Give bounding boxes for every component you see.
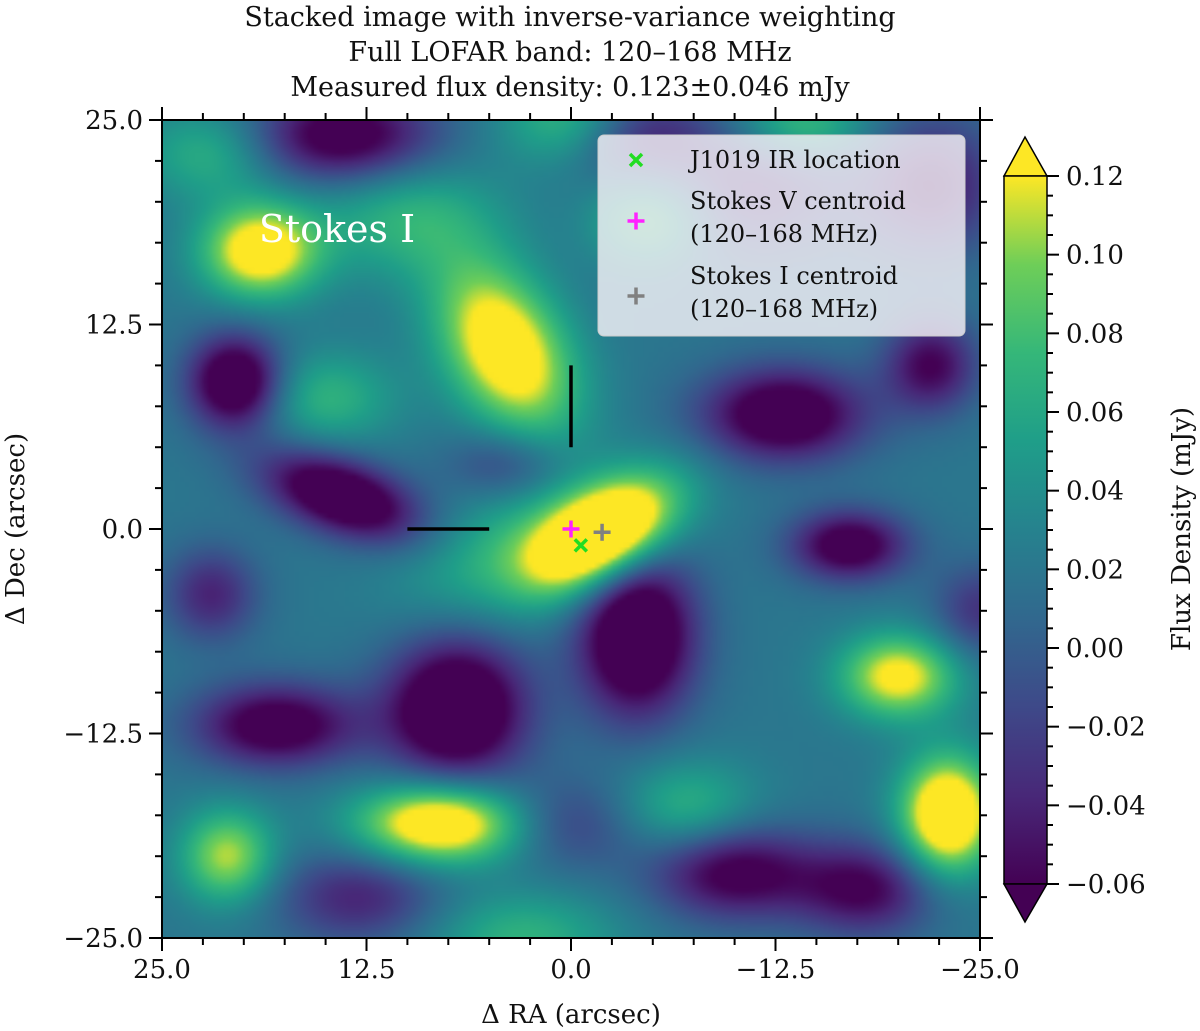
x-tick-label: 0.0: [550, 955, 591, 985]
ir-location-marker: [573, 538, 589, 553]
y-tick-label: −12.5: [63, 720, 143, 750]
legend: J1019 IR location Stokes V centroid (120…: [597, 134, 966, 337]
marker-layer: [562, 520, 611, 553]
x-axis-label: Δ RA (arcsec): [481, 1000, 661, 1030]
colorbar-extend-max: [1002, 135, 1049, 177]
y-tick-label: 0.0: [102, 515, 143, 545]
title-line-3: Measured flux density: 0.123±0.046 mJy: [290, 72, 850, 103]
colorbar-extend-min: [1002, 883, 1049, 924]
x-tick-label: −25.0: [940, 955, 1020, 985]
title-line-1: Stacked image with inverse-variance weig…: [244, 2, 895, 33]
legend-label-stokes-i-line-2: (120–168 MHz): [690, 295, 878, 323]
legend-box: [597, 134, 966, 337]
y-tick-label: 25.0: [85, 106, 143, 136]
legend-label-stokes-v-line-2: (120–168 MHz): [690, 220, 878, 248]
legend-label-stokes-i-line-1: Stokes I centroid: [690, 262, 898, 290]
x-tick-label: −12.5: [736, 955, 816, 985]
colorbar-tick-label: 0.08: [1066, 319, 1124, 349]
colorbar: 0.12 0.10 0.08 0.06 0.04 0.02 0.00 −0.02 −0.04 −0…: [1002, 135, 1197, 924]
legend-symbol-0: [628, 152, 644, 168]
legend-symbol-2: [627, 287, 645, 305]
colorbar-tick-label: 0.02: [1066, 555, 1124, 585]
colorbar-tick-label: −0.04: [1066, 791, 1146, 821]
legend-marker-ir-location: [628, 152, 644, 168]
x-tick-label: 25.0: [133, 955, 191, 985]
crosshair: [407, 365, 573, 531]
x-tick-label: 12.5: [338, 955, 396, 985]
colorbar-tick-label: 0.04: [1066, 477, 1124, 507]
legend-symbol-1: [627, 212, 645, 230]
stokes-i-centroid-marker: [593, 523, 611, 541]
colorbar-gradient: [1003, 175, 1048, 885]
legend-marker-stokes-i: [627, 287, 645, 305]
colorbar-tick-label: −0.06: [1066, 870, 1146, 900]
y-tick-label: 12.5: [85, 311, 143, 341]
y-axis: 25.0 12.5 0.0 −12.5 −25.0: [63, 106, 993, 954]
colorbar-tick-label: 0.12: [1066, 162, 1124, 192]
legend-marker-stokes-v: [627, 212, 645, 230]
stokes-v-centroid-marker: [562, 520, 580, 538]
y-tick-label: −25.0: [63, 924, 143, 954]
colorbar-tick-label: 0.10: [1066, 241, 1124, 271]
x-axis: 25.0 12.5 0.0 −12.5 −25.0: [133, 107, 1020, 985]
legend-label-stokes-v-line-1: Stokes V centroid: [690, 187, 906, 215]
colorbar-tick-label: −0.02: [1066, 713, 1146, 743]
panel-label: Stokes I: [259, 207, 415, 251]
chart-title: Stacked image with inverse-variance weig…: [244, 2, 895, 103]
y-axis-label: Δ Dec (arcsec): [1, 433, 31, 625]
colorbar-tick-label: 0.00: [1066, 634, 1124, 664]
colorbar-tick-label: 0.06: [1066, 398, 1124, 428]
title-line-2: Full LOFAR band: 120–168 MHz: [348, 37, 791, 68]
legend-label-ir-location: J1019 IR location: [687, 146, 901, 174]
colorbar-ticks: 0.12 0.10 0.08 0.06 0.04 0.02 0.00 −0.02 −0.04 −0…: [1047, 162, 1146, 900]
colorbar-label: Flux Density (mJy): [1167, 407, 1197, 651]
